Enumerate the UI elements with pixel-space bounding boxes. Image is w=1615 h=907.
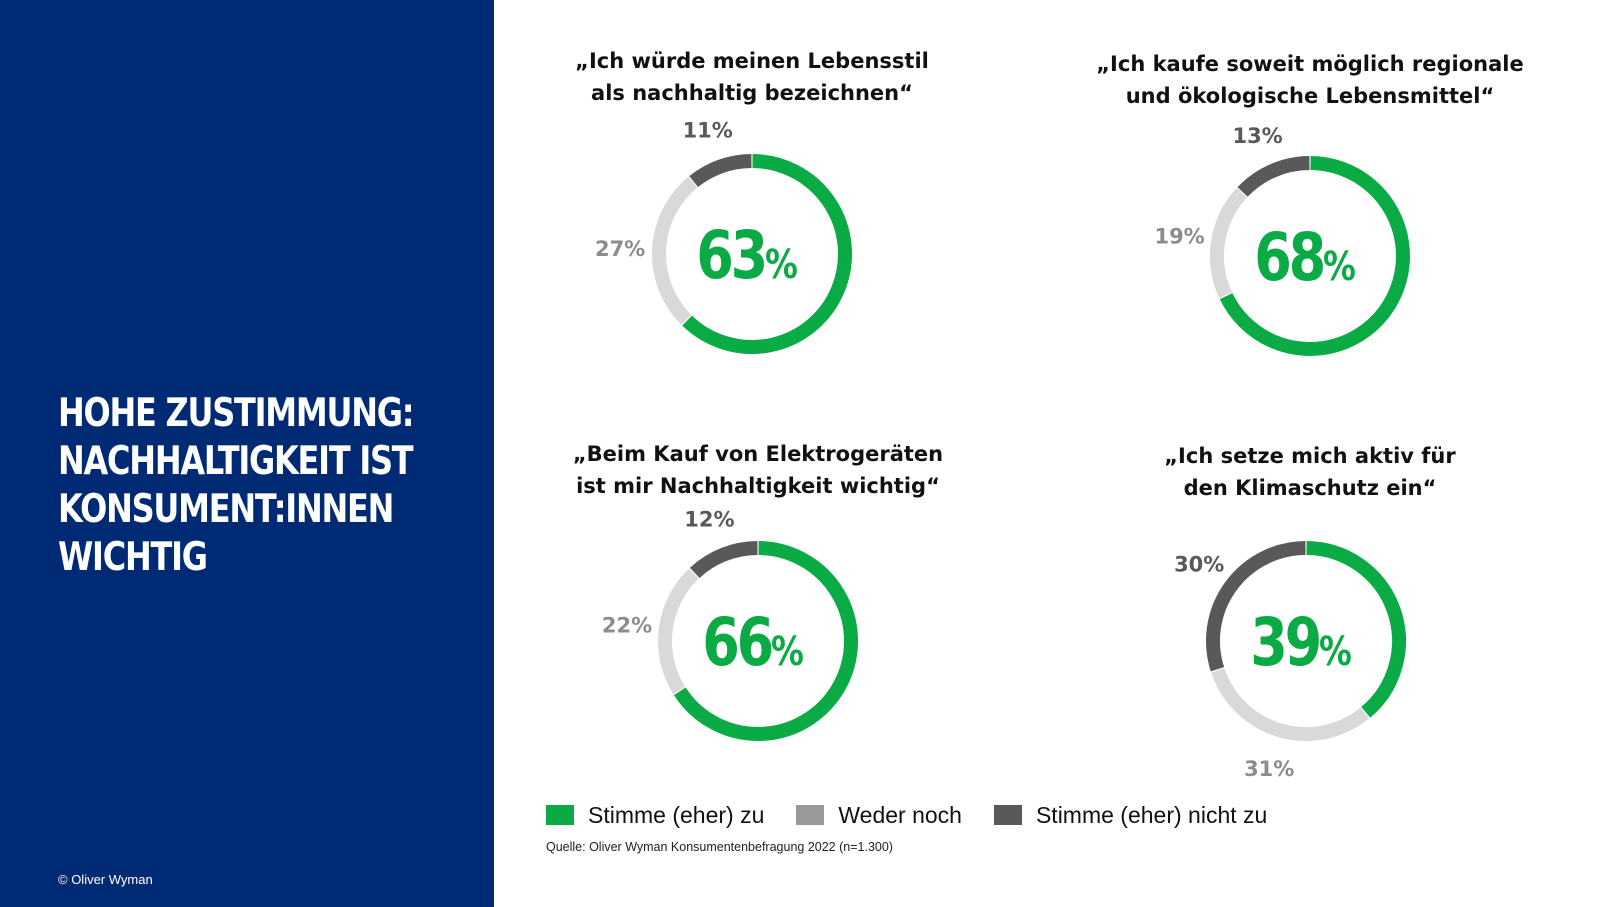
donut-segment-neutral xyxy=(1211,667,1370,741)
legend-item-neutral: Weder noch xyxy=(796,802,962,829)
legend-label: Stimme (eher) nicht zu xyxy=(1035,801,1268,828)
chart-4-title-line: den Klimaschutz ein“ xyxy=(1183,476,1437,500)
donut-center-value: 39% xyxy=(1250,605,1352,682)
legend-swatch-agree xyxy=(546,805,574,825)
headline-line: WICHTIG xyxy=(58,535,208,580)
donut-chart-2: 19% 13% 68% xyxy=(1154,124,1410,356)
left-panel: HOHE ZUSTIMMUNG: NACHHALTIGKEIT IST KONS… xyxy=(0,0,494,907)
donut-center-value: 63% xyxy=(696,218,798,295)
donut-chart-3: 22% 12% 66% xyxy=(602,507,858,741)
chart-4-title-line: „Ich setze mich aktiv für xyxy=(1164,444,1456,468)
donut-label-disagree: 11% xyxy=(683,119,733,143)
copyright: © Oliver Wyman xyxy=(58,872,153,887)
donut-segment-neutral xyxy=(658,568,699,695)
legend-swatch-disagree xyxy=(993,805,1022,825)
source-note: Quelle: Oliver Wyman Konsumentenbefragun… xyxy=(546,840,893,854)
donut-segment-agree xyxy=(682,154,852,354)
chart-3-title-line: „Beim Kauf von Elektrogeräten xyxy=(572,442,944,466)
legend-item-agree: Stimme (eher) zu xyxy=(546,802,764,829)
chart-4-title: „Ich setze mich aktiv für den Klimaschut… xyxy=(1080,440,1540,504)
donut-segment-disagree xyxy=(689,154,752,188)
headline-line: HOHE ZUSTIMMUNG: xyxy=(58,391,415,436)
donut-segment-agree xyxy=(1306,541,1406,718)
donut-segment-agree xyxy=(673,541,858,741)
legend-label: Stimme (eher) zu xyxy=(588,801,765,828)
donut-segment-neutral xyxy=(1210,187,1248,299)
donut-segment-disagree xyxy=(1206,541,1306,672)
chart-2-title: „Ich kaufe soweit möglich regionale und … xyxy=(1080,48,1540,112)
donut-chart-1: 27% 11% 63% xyxy=(595,119,852,354)
headline: HOHE ZUSTIMMUNG: NACHHALTIGKEIT IST KONS… xyxy=(58,390,415,582)
chart-1-title-line: als nachhaltig bezeichnen“ xyxy=(591,81,913,105)
donut-segment-neutral xyxy=(652,176,698,325)
donut-segment-agree xyxy=(1219,156,1410,356)
headline-line: KONSUMENT:INNEN xyxy=(58,487,394,532)
headline-line: NACHHALTIGKEIT IST xyxy=(58,439,414,484)
donut-label-disagree: 12% xyxy=(684,507,734,531)
chart-3-title-line: ist mir Nachhaltigkeit wichtig“ xyxy=(576,474,940,498)
donut-segment-disagree xyxy=(1237,156,1310,197)
legend-label: Weder noch xyxy=(838,801,962,828)
donut-label-neutral: 19% xyxy=(1154,224,1204,248)
donut-chart-4: 31% 30% 39% xyxy=(1174,541,1406,781)
donut-label-neutral: 27% xyxy=(595,237,645,261)
chart-3-title: „Beim Kauf von Elektrogeräten ist mir Na… xyxy=(528,438,988,502)
donut-label-disagree: 30% xyxy=(1174,552,1224,576)
chart-1-title: „Ich würde meinen Lebensstil als nachhal… xyxy=(522,45,982,109)
chart-2-title-line: und ökologische Lebensmittel“ xyxy=(1125,84,1495,108)
legend-item-disagree: Stimme (eher) nicht zu xyxy=(993,801,1268,829)
donut-segment-disagree xyxy=(689,541,758,579)
chart-2-title-line: „Ich kaufe soweit möglich regionale xyxy=(1096,52,1524,76)
legend-swatch-neutral xyxy=(796,805,825,825)
chart-1-title-line: „Ich würde meinen Lebensstil xyxy=(575,49,929,73)
donut-label-neutral: 31% xyxy=(1244,757,1294,781)
donut-center-value: 66% xyxy=(702,605,804,682)
legend: Stimme (eher) zu Weder noch Stimme (eher… xyxy=(546,800,1299,830)
donut-label-disagree: 13% xyxy=(1232,124,1282,148)
donut-center-value: 68% xyxy=(1254,220,1356,297)
donut-label-neutral: 22% xyxy=(602,614,652,638)
